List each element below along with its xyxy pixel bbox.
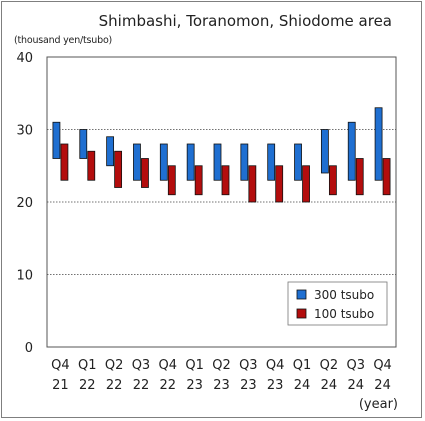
legend-label: 300 tsubo <box>314 288 374 302</box>
legend-swatch <box>296 289 307 300</box>
y-tick-label: 10 <box>16 269 33 284</box>
x-tick-quarter-label: Q1 <box>78 358 97 373</box>
x-tick-quarter-label: Q1 <box>293 358 312 373</box>
x-tick-year-label: 22 <box>160 378 177 393</box>
y-tick-label: 40 <box>16 51 33 66</box>
x-tick-quarter-label: Q2 <box>212 358 231 373</box>
bar-100-tsubo <box>248 165 257 203</box>
x-tick-quarter-label: Q2 <box>105 358 124 373</box>
x-tick-quarter-label: Q4 <box>51 358 70 373</box>
bar-100-tsubo <box>275 165 284 203</box>
x-tick-year-label: 24 <box>374 378 391 393</box>
x-tick-year-label: 21 <box>52 378 69 393</box>
x-tick-quarter-label: Q4 <box>266 358 285 373</box>
x-tick-year-label: 22 <box>133 378 150 393</box>
bar-100-tsubo <box>141 158 149 188</box>
x-tick-year-label: 22 <box>106 378 123 393</box>
bar-300-tsubo <box>294 143 302 181</box>
x-tick-quarter-label: Q2 <box>320 358 339 373</box>
y-tick-label: 30 <box>16 124 33 139</box>
bar-100-tsubo <box>382 158 391 196</box>
x-tick-year-label: 24 <box>347 378 364 393</box>
bar-100-tsubo <box>167 165 176 196</box>
x-tick-year-label: 22 <box>79 378 96 393</box>
bar-300-tsubo <box>267 143 276 181</box>
x-tick-quarter-label: Q3 <box>132 358 151 373</box>
bar-300-tsubo <box>52 121 61 159</box>
x-tick-year-label: 23 <box>240 378 257 393</box>
x-tick-year-label: 23 <box>186 378 203 393</box>
bar-100-tsubo <box>355 158 364 196</box>
y-tick-label: 20 <box>16 196 33 211</box>
bar-100-tsubo <box>221 165 230 196</box>
legend-box <box>287 281 388 326</box>
x-tick-quarter-label: Q3 <box>346 358 365 373</box>
legend-swatch <box>296 308 307 319</box>
y-tick-label: 0 <box>25 341 33 356</box>
bar-100-tsubo <box>87 150 96 181</box>
y-axis-unit-label: (thousand yen/tsubo) <box>14 35 113 46</box>
bar-300-tsubo <box>320 129 329 174</box>
legend-label: 100 tsubo <box>314 307 374 321</box>
bar-100-tsubo <box>194 165 203 196</box>
x-axis-label: (year) <box>359 397 398 412</box>
x-tick-quarter-label: Q1 <box>185 358 204 373</box>
bar-300-tsubo <box>374 107 383 181</box>
x-tick-year-label: 23 <box>213 378 230 393</box>
x-tick-year-label: 23 <box>267 378 284 393</box>
bar-300-tsubo <box>133 143 141 181</box>
x-tick-year-label: 24 <box>321 378 338 393</box>
x-tick-quarter-label: Q4 <box>159 358 178 373</box>
bar-300-tsubo <box>186 143 195 181</box>
bar-100-tsubo <box>60 143 69 181</box>
bar-300-tsubo <box>240 143 249 181</box>
x-tick-quarter-label: Q3 <box>239 358 258 373</box>
bar-300-tsubo <box>79 129 88 159</box>
chart-title: Shimbashi, Toranomon, Shiodome area <box>98 12 392 30</box>
bar-300-tsubo <box>213 143 222 181</box>
bar-100-tsubo <box>114 150 123 188</box>
bar-100-tsubo <box>302 165 310 203</box>
bar-100-tsubo <box>328 165 337 196</box>
bar-300-tsubo <box>106 136 115 167</box>
bar-300-tsubo <box>159 143 168 181</box>
x-tick-quarter-label: Q4 <box>373 358 392 373</box>
x-tick-year-label: 24 <box>294 378 311 393</box>
bar-300-tsubo <box>347 121 356 181</box>
